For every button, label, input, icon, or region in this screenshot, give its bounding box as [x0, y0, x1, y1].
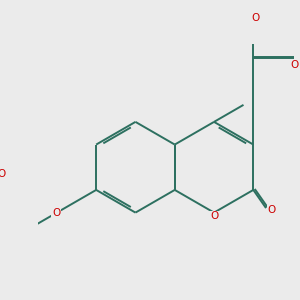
Text: O: O [251, 13, 260, 22]
Text: O: O [210, 211, 218, 221]
Text: O: O [52, 208, 60, 218]
Text: O: O [290, 60, 298, 70]
Text: O: O [0, 169, 6, 179]
Text: O: O [268, 205, 276, 215]
